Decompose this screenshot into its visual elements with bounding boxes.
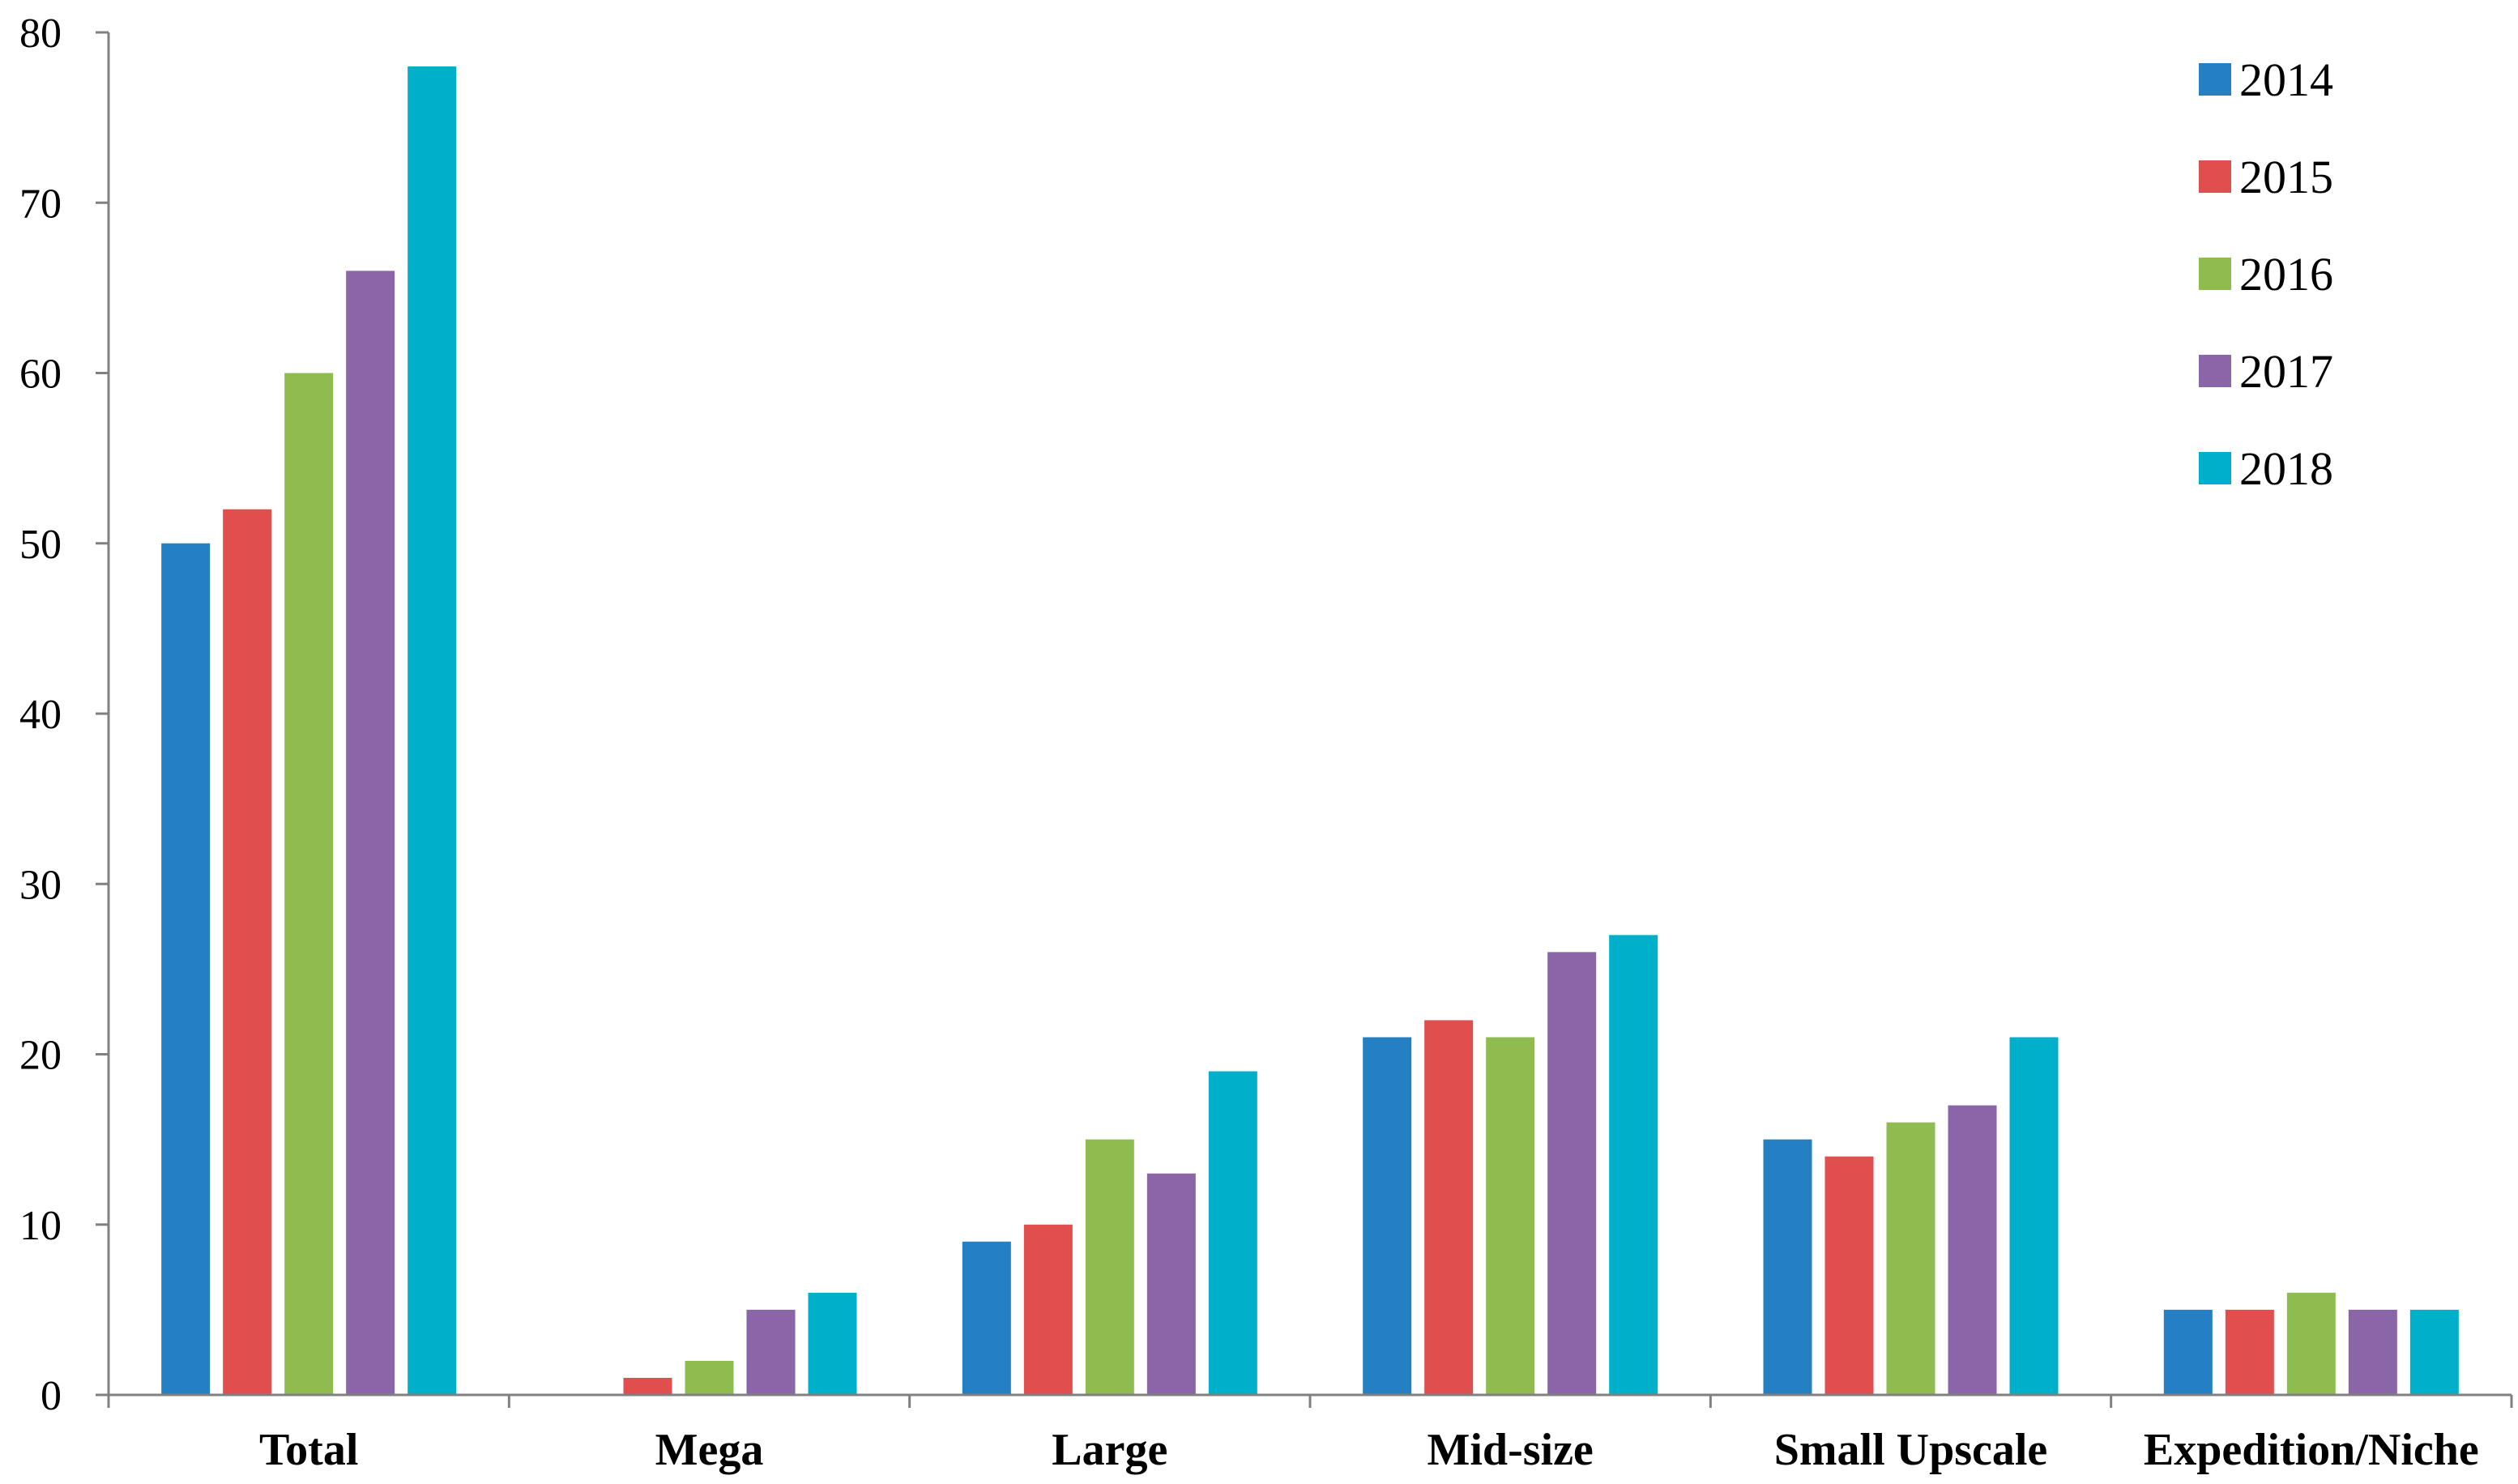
bar xyxy=(623,1377,672,1395)
bar xyxy=(2286,1292,2336,1395)
y-tick-label: 50 xyxy=(19,522,62,568)
bar xyxy=(346,271,395,1396)
legend: 2014 2015 2016 2017 2018 xyxy=(2199,53,2333,495)
x-category-label: Total xyxy=(259,1425,358,1475)
bar xyxy=(1486,1037,1535,1395)
legend-swatch xyxy=(2199,355,2231,387)
y-tick-label: 0 xyxy=(41,1373,62,1419)
bar xyxy=(161,543,211,1395)
bar xyxy=(1948,1105,1997,1395)
bar xyxy=(2409,1309,2459,1395)
bar xyxy=(1424,1020,1474,1395)
legend-label: 2018 xyxy=(2239,442,2333,495)
x-category-label: Mid-size xyxy=(1428,1425,1594,1475)
bars-group xyxy=(161,66,2459,1396)
bar xyxy=(2009,1037,2059,1395)
legend-label: 2014 xyxy=(2239,53,2333,106)
bar xyxy=(1085,1139,1134,1395)
bar xyxy=(2163,1309,2213,1395)
bar xyxy=(223,509,272,1396)
y-tick-label: 10 xyxy=(19,1203,62,1249)
x-category-label: Small Upscale xyxy=(1774,1425,2048,1475)
y-axis-ticks: 0 10 20 30 40 50 60 70 80 xyxy=(19,11,109,1419)
bar xyxy=(2225,1309,2274,1395)
y-tick-label: 70 xyxy=(19,181,62,227)
x-category-label: Mega xyxy=(655,1425,764,1475)
bar xyxy=(1146,1173,1196,1395)
bar xyxy=(1023,1224,1073,1395)
legend-swatch xyxy=(2199,452,2231,484)
bar xyxy=(1763,1139,1812,1395)
legend-label: 2016 xyxy=(2239,248,2333,301)
bar xyxy=(685,1360,734,1395)
legend-label: 2017 xyxy=(2239,345,2333,398)
y-tick-label: 60 xyxy=(19,352,62,398)
legend-swatch xyxy=(2199,160,2231,193)
y-tick-label: 80 xyxy=(19,11,62,57)
x-category-label: Expedition/Niche xyxy=(2144,1425,2479,1475)
bar xyxy=(284,373,334,1395)
x-axis-ticks: Total Mega Large Mid-size Small Upscale Exped… xyxy=(107,1395,2513,1475)
bar xyxy=(808,1292,857,1395)
bar xyxy=(962,1241,1011,1395)
y-tick-label: 30 xyxy=(19,862,62,908)
bar xyxy=(746,1309,796,1395)
bar xyxy=(1363,1037,1412,1395)
legend-swatch xyxy=(2199,63,2231,96)
y-tick-label: 20 xyxy=(19,1033,62,1079)
bar xyxy=(2348,1309,2397,1395)
y-tick-label: 40 xyxy=(19,692,62,738)
bar xyxy=(408,66,457,1395)
bar xyxy=(1208,1071,1257,1395)
x-category-label: Large xyxy=(1052,1425,1167,1475)
legend-label: 2015 xyxy=(2239,151,2333,203)
legend-swatch xyxy=(2199,258,2231,290)
bar xyxy=(1609,935,1658,1395)
bar xyxy=(1824,1156,1874,1395)
bar xyxy=(1547,952,1597,1395)
bar xyxy=(1886,1122,1935,1395)
